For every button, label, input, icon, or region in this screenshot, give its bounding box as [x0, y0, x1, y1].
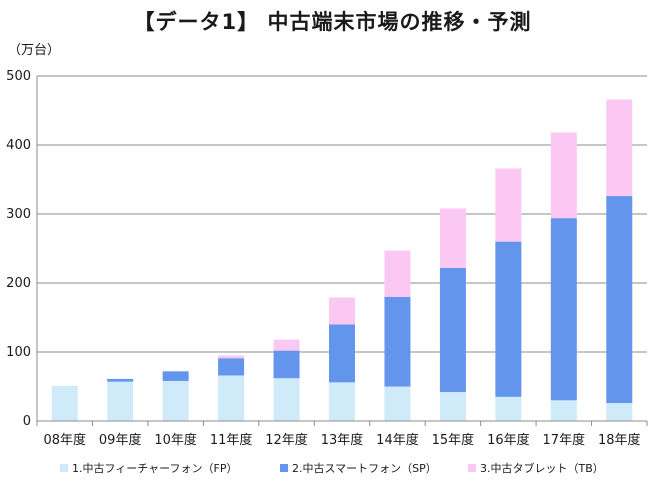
- bar-segment-series-3: [550, 132, 577, 219]
- bar-segment-series-3: [329, 297, 355, 325]
- y-tick-label: 500: [6, 69, 31, 84]
- bar-segment-series-2: [550, 218, 577, 401]
- bar-segment-series-1: [550, 400, 577, 421]
- y-tick-label: 100: [6, 345, 31, 360]
- legend-swatch: [280, 464, 288, 472]
- bar-segment-series-2: [329, 324, 355, 383]
- bar-segment-series-3: [273, 339, 300, 351]
- y-tick-label: 0: [23, 414, 31, 429]
- bar-segment-series-1: [495, 396, 522, 421]
- legend-swatch: [60, 464, 68, 472]
- x-category-label: 13年度: [321, 432, 364, 448]
- y-axis-unit-label: （万台）: [8, 43, 60, 58]
- bar-stacks: [51, 99, 633, 421]
- y-tick-label: 200: [6, 276, 31, 291]
- x-category-label: 12年度: [265, 432, 308, 448]
- bar-segment-series-1: [218, 375, 245, 421]
- bar-segment-series-1: [439, 392, 466, 421]
- bar-segment-series-3: [218, 355, 245, 359]
- x-category-label: 15年度: [432, 432, 475, 448]
- chart-title: 【データ1】 中古端末市場の推移・予測: [133, 10, 532, 34]
- bar-segment-series-1: [51, 385, 78, 421]
- bar-segment-series-2: [218, 358, 245, 376]
- x-category-label: 18年度: [598, 432, 641, 448]
- x-category-label: 08年度: [43, 432, 86, 448]
- bar-segment-series-3: [384, 250, 411, 297]
- axes: 0 100 200 300 400 500 08年度 09年度 10年度 11年度 12年度 13年度…: [6, 69, 648, 448]
- bar-segment-series-3: [439, 208, 466, 268]
- bar-segment-series-1: [107, 381, 134, 421]
- bar-segment-series-1: [606, 403, 633, 421]
- bar-segment-series-2: [273, 350, 300, 379]
- bar-segment-series-2: [162, 371, 189, 381]
- bar-segment-series-2: [107, 378, 134, 382]
- x-category-label: 11年度: [210, 432, 253, 448]
- bar-segment-series-2: [384, 296, 411, 387]
- legend-label: 2.中古スマートフォン（SP）: [292, 462, 437, 475]
- x-category-label: 16年度: [487, 432, 530, 448]
- x-category-label: 14年度: [376, 432, 419, 448]
- bar-segment-series-2: [439, 267, 466, 393]
- legend-label: 3.中古タブレット（TB）: [480, 461, 604, 475]
- bar-segment-series-2: [606, 196, 633, 404]
- x-category-label: 09年度: [99, 432, 142, 448]
- bar-segment-series-1: [162, 380, 189, 421]
- x-category-label: 10年度: [154, 432, 197, 448]
- bar-segment-series-3: [606, 99, 633, 197]
- bar-segment-series-2: [495, 241, 522, 397]
- legend-label: 1.中古フィーチャーフォン（FP）: [72, 462, 237, 475]
- bar-segment-series-1: [273, 378, 300, 421]
- bar-segment-series-1: [384, 386, 411, 421]
- bar-segment-series-1: [329, 382, 355, 421]
- y-tick-label: 400: [6, 138, 31, 153]
- y-tick-label: 300: [6, 207, 31, 222]
- legend-swatch: [468, 464, 476, 472]
- legend: 1.中古フィーチャーフォン（FP） 2.中古スマートフォン（SP） 3.中古タブレッ…: [60, 461, 604, 475]
- bar-segment-series-3: [495, 168, 522, 242]
- x-category-label: 17年度: [543, 432, 586, 448]
- gridlines: [37, 75, 647, 353]
